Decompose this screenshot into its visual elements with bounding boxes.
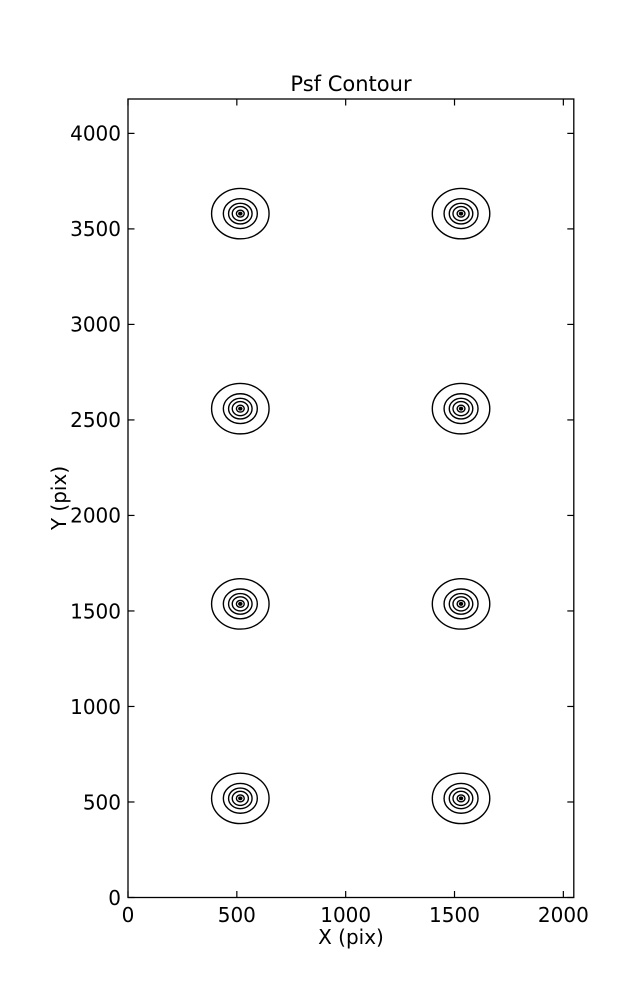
peak-dot [458,796,464,801]
psf-blob [431,772,491,825]
x-tick-label: 0 [122,903,135,927]
contour-ring [227,397,253,420]
peak-dot [458,601,464,606]
contour-ring [431,772,491,825]
contour-ring [443,198,479,230]
peak-dot [458,406,464,411]
contour-ring [235,794,245,803]
contour-ring [210,382,270,435]
contour-ring [227,202,253,225]
contour-ring [231,596,250,612]
psf-blob [210,577,270,630]
y-tick-label: 4000 [70,122,121,146]
y-tick-label: 500 [83,790,121,814]
contour-ring [431,382,491,435]
contour-ring [452,790,470,807]
contour-ring [222,588,258,620]
contour-ring [431,577,491,630]
x-axis-label: X (pix) [318,925,384,949]
y-tick-label: 2500 [70,408,121,432]
psf-blob [431,187,491,240]
contour-ring [448,397,474,420]
psf-blob [431,382,491,435]
contour-ring [222,393,258,425]
y-tick-label: 2000 [70,504,121,528]
x-tick-label: 2000 [538,903,589,927]
contour-ring [227,592,253,615]
contour-ring [456,794,466,803]
contour-ring [210,577,270,630]
contour-ring [443,588,479,620]
contour-ring [222,782,258,814]
peak-dot [458,211,464,216]
psf-blob [210,187,270,240]
psf-blob [210,382,270,435]
contour-ring [235,404,245,413]
peak-dot [238,406,243,411]
contour-ring [456,599,466,609]
chart-title: Psf Contour [290,72,412,96]
contour-ring [443,393,479,425]
y-tick-label: 3500 [70,217,121,241]
contour-ring [452,205,470,222]
y-tick-label: 1500 [70,599,121,623]
psf-blob [210,772,270,825]
y-axis-label: Y (pix) [47,465,71,531]
contour-ring [448,787,474,810]
peak-dot [238,796,243,801]
contour-ring [210,187,270,240]
psf-blob [431,577,491,630]
contour-ring [235,209,245,218]
plot-border [127,98,575,899]
contour-ring [431,187,491,240]
contour-ring [452,400,470,417]
contour-ring [227,787,253,810]
y-tick-label: 1000 [70,695,121,719]
peak-dot [238,211,243,216]
contour-ring [452,596,470,612]
contour-ring [448,202,474,225]
contour-ring [443,782,479,814]
contour-ring [448,592,474,615]
contour-ring [222,198,258,230]
x-tick-label: 500 [218,903,256,927]
peak-dot [238,601,243,606]
contour-ring [231,400,250,417]
y-tick-label: 0 [108,886,121,910]
contour-ring [235,599,245,609]
contour-ring [456,209,466,218]
y-tick-label: 3000 [70,313,121,337]
contour-ring [210,772,270,825]
x-tick-label: 1500 [429,903,480,927]
contour-ring [231,790,250,807]
contour-ring [231,205,250,222]
contour-ring [456,404,466,413]
x-tick-label: 1000 [320,903,371,927]
